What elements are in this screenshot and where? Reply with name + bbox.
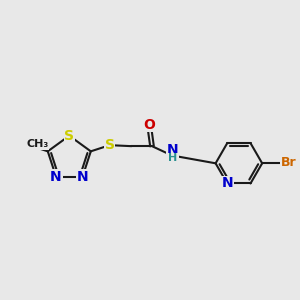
- Text: N: N: [221, 176, 233, 190]
- Text: S: S: [105, 138, 115, 152]
- Text: O: O: [143, 118, 155, 131]
- Text: Br: Br: [281, 156, 297, 169]
- Text: N: N: [50, 169, 62, 184]
- Text: H: H: [168, 153, 178, 163]
- Text: N: N: [167, 143, 179, 157]
- Text: S: S: [64, 129, 74, 143]
- Text: CH₃: CH₃: [27, 139, 49, 149]
- Text: N: N: [77, 169, 88, 184]
